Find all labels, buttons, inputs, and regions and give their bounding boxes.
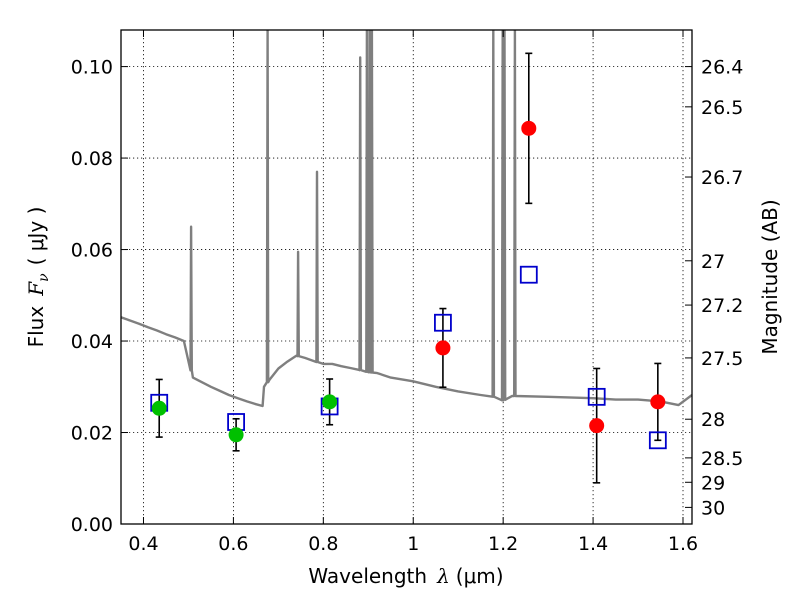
x-axis-symbol: λ [436,564,450,588]
y-tick-label: 0.10 [71,57,113,79]
model-photometry-square [519,265,538,284]
data-markers [150,120,667,450]
observed-photometry-point [322,394,338,410]
magnitude-tick-label: 26.4 [701,57,743,79]
x-tick-label: 0.8 [308,533,338,555]
observed-photometry-point [151,400,167,416]
model-photometry-square [648,431,667,450]
axis-ticks: 0.4 0.6 0.8 1 1.2 1.4 1.6 0.00 0.02 0.04 0.06 0.08 0… [71,30,743,555]
x-tick-label: 1 [407,533,419,555]
sed-spectrum [121,30,692,408]
magnitude-tick-label: 28 [701,409,725,431]
y-axis-title: Flux Fν ( μJy ) [24,207,52,348]
magnitude-tick-label: 28.5 [701,448,743,470]
magnitude-axis-title: Magnitude (AB) [758,199,782,354]
y-axis-label: Flux [24,306,48,348]
magnitude-tick-label: 26.5 [701,97,743,119]
magnitude-tick-label: 27 [701,251,725,273]
x-tick-label: 1.6 [668,533,698,555]
x-tick-label: 0.4 [128,533,158,555]
x-axis-label: Wavelength [308,564,427,588]
x-axis-title: Wavelength λ (μm) [308,564,503,588]
observed-photometry-point [589,418,605,434]
observed-photometry-point [521,120,537,136]
model-photometry-square [587,387,606,406]
y-tick-label: 0.06 [71,240,113,262]
x-tick-label: 1.2 [488,533,518,555]
magnitude-tick-label: 27.2 [701,295,743,317]
magnitude-tick-label: 29 [701,472,725,494]
x-tick-label: 0.6 [218,533,248,555]
observed-photometry-point [228,427,244,443]
grid [121,30,692,525]
magnitude-tick-label: 27.5 [701,348,743,370]
observed-photometry-point [650,394,666,410]
x-axis-unit: (μm) [456,564,504,588]
magnitude-tick-label: 26.7 [701,167,743,189]
y-axis-symbol: F [24,281,48,297]
error-bars [155,52,662,484]
y-tick-label: 0.08 [71,148,113,170]
y-axis-subscript: ν [36,273,52,282]
y-tick-label: 0.02 [71,423,113,445]
y-axis-unit: ( μJy ) [24,207,48,266]
model-photometry-square [434,313,452,332]
sed-model-line [121,30,692,408]
plot-frame [120,29,693,525]
magnitude-tick-label: 30 [701,497,725,519]
y-tick-label: 0.04 [71,331,113,353]
observed-photometry-point [435,340,451,356]
y-tick-label: 0.00 [71,514,113,536]
x-tick-label: 1.4 [578,533,608,555]
